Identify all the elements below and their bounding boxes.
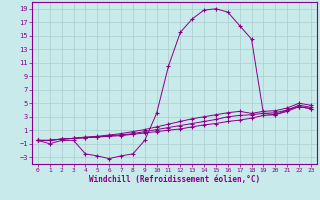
X-axis label: Windchill (Refroidissement éolien,°C): Windchill (Refroidissement éolien,°C) xyxy=(89,175,260,184)
